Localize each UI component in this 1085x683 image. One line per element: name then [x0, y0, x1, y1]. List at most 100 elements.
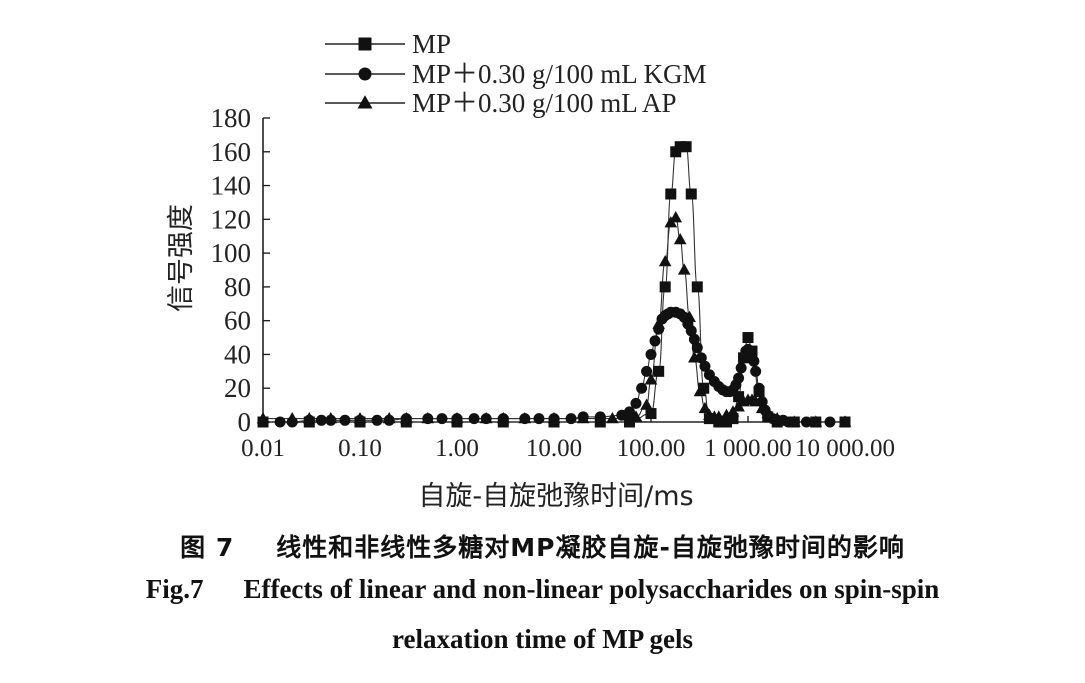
- data-point-triangle: [693, 385, 707, 397]
- series-markers: [256, 141, 852, 428]
- data-point-triangle: [640, 398, 653, 410]
- data-point-triangle: [547, 412, 561, 424]
- data-point-circle: [339, 414, 351, 426]
- data-point-circle: [623, 406, 635, 418]
- data-point-triangle: [302, 412, 316, 424]
- data-point-triangle: [669, 211, 683, 223]
- y-tick-label: 160: [211, 137, 252, 167]
- data-point-square: [713, 416, 725, 428]
- x-tick-label: 1 000.00: [704, 435, 792, 462]
- data-point-circle: [691, 342, 703, 354]
- data-point-triangle: [450, 412, 464, 424]
- data-point-circle: [630, 397, 642, 409]
- data-point-circle: [636, 382, 648, 394]
- data-point-circle: [371, 414, 383, 426]
- data-point-triangle: [421, 412, 435, 424]
- data-point-circle: [800, 416, 812, 428]
- data-point-triangle: [518, 412, 532, 424]
- data-point-triangle: [644, 373, 658, 385]
- x-tick-label: 100.00: [617, 435, 686, 462]
- data-point-triangle: [838, 415, 852, 427]
- data-point-triangle: [576, 412, 590, 424]
- data-point-circle: [594, 411, 606, 423]
- data-point-triangle: [688, 351, 701, 363]
- legend-marker-square: [358, 37, 372, 51]
- y-tick-label: 120: [211, 204, 252, 234]
- series-curves: [262, 146, 845, 423]
- legend-label: MP＋0.30 g/100 mL KGM: [412, 59, 707, 89]
- data-point-triangle: [673, 233, 687, 245]
- legend-label: MP＋0.30 g/100 mL AP: [412, 88, 677, 118]
- data-point-circle: [733, 372, 745, 384]
- y-tick-label: 100: [211, 238, 252, 268]
- data-point-circle: [688, 333, 700, 345]
- data-point-square: [659, 281, 671, 293]
- data-point-circle: [748, 355, 760, 367]
- figure-title-chinese: 线性和非线性多糖对MP凝胶自旋-自旋弛豫时间的影响: [276, 533, 905, 562]
- data-point-circle: [649, 335, 661, 347]
- y-tick-label: 180: [211, 103, 252, 133]
- x-tick-label: 1.00: [435, 435, 479, 462]
- data-point-square: [720, 416, 732, 428]
- figure-caption-english: Fig.7 Effects of linear and non-linear po…: [0, 574, 1085, 605]
- data-point-triangle: [496, 412, 510, 424]
- figure-number-english: Fig.7: [145, 574, 204, 604]
- data-point-triangle: [652, 317, 666, 329]
- data-point-triangle: [770, 412, 784, 424]
- data-point-square: [674, 141, 686, 153]
- data-point-triangle: [479, 412, 493, 424]
- y-tick-label: 20: [224, 373, 251, 403]
- data-point-circle: [699, 360, 711, 372]
- data-point-circle: [641, 365, 653, 377]
- y-tick-label: 80: [224, 272, 251, 302]
- data-point-circle: [315, 414, 327, 426]
- figure-number-chinese: 图 7: [180, 533, 235, 562]
- data-point-triangle: [606, 412, 619, 424]
- data-point-circle: [436, 413, 448, 425]
- y-tick-label: 140: [211, 171, 252, 201]
- data-point-square: [645, 408, 657, 420]
- data-point-triangle: [658, 254, 672, 267]
- data-point-triangle: [353, 412, 367, 424]
- data-point-circle: [735, 362, 747, 374]
- x-tick-label: 0.01: [241, 435, 285, 462]
- figure-title-english-line1: Effects of linear and non-linear polysac…: [243, 574, 940, 604]
- data-point-triangle: [749, 395, 763, 407]
- legend-marker-triangle: [357, 95, 373, 109]
- data-point-circle: [685, 325, 697, 337]
- data-point-triangle: [761, 406, 775, 419]
- x-tick-label: 10.00: [526, 435, 582, 462]
- data-point-circle: [565, 413, 577, 425]
- data-point-triangle: [285, 412, 299, 424]
- data-point-circle: [753, 382, 765, 394]
- data-point-square: [653, 365, 665, 377]
- data-point-square: [665, 188, 677, 200]
- data-point-triangle: [399, 412, 413, 424]
- data-point-triangle: [324, 412, 338, 424]
- data-point-square: [685, 188, 697, 200]
- data-point-triangle: [256, 412, 270, 424]
- data-point-triangle: [809, 415, 823, 427]
- data-point-circle: [750, 365, 762, 377]
- data-point-triangle: [382, 412, 396, 424]
- data-point-square: [691, 281, 703, 293]
- y-tick-label: 60: [224, 306, 251, 336]
- x-tick-label: 10 000.00: [795, 435, 895, 462]
- data-point-circle: [824, 416, 836, 428]
- data-point-circle: [533, 413, 545, 425]
- data-point-triangle: [698, 401, 712, 414]
- data-point-triangle: [683, 310, 696, 322]
- data-point-square: [742, 332, 754, 344]
- data-point-circle: [274, 416, 286, 428]
- figure-caption-chinese: 图 7 线性和非线性多糖对MP凝胶自旋-自旋弛豫时间的影响: [0, 528, 1085, 564]
- y-axis-label: 信号强度: [166, 204, 197, 312]
- data-point-square: [727, 413, 739, 425]
- y-tick-label: 40: [224, 339, 251, 369]
- figure-caption-english-line2: relaxation time of MP gels: [392, 624, 693, 654]
- data-point-triangle: [755, 401, 769, 414]
- legend-marker-circle: [358, 67, 372, 81]
- data-point-triangle: [629, 410, 643, 422]
